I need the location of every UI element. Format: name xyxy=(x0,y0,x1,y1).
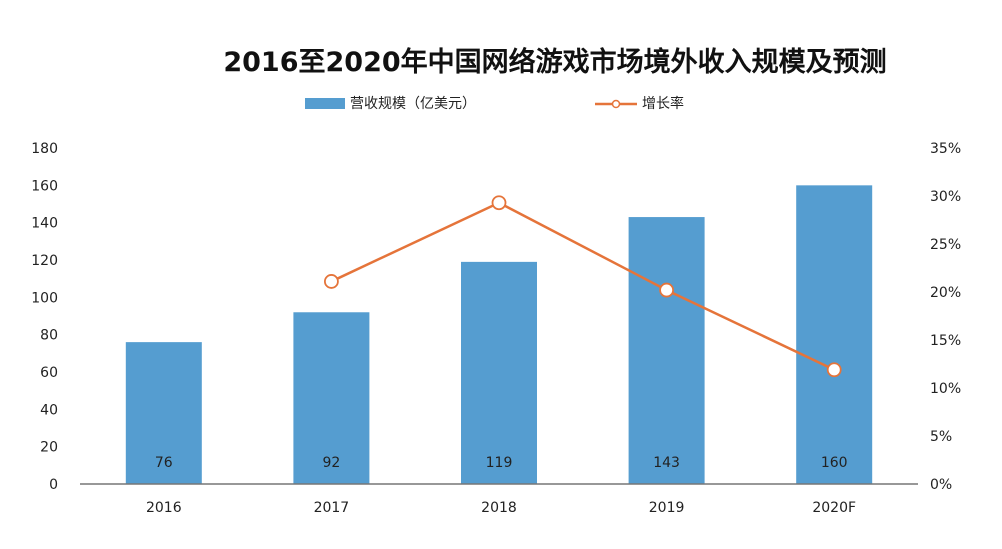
right-axis-tick-label: 30% xyxy=(930,189,961,205)
bar-data-label: 160 xyxy=(821,455,848,471)
x-axis-tick-label: 2020F xyxy=(812,500,856,516)
bar-data-label: 143 xyxy=(653,455,680,471)
x-axis-tick-label: 2017 xyxy=(314,500,350,516)
bar xyxy=(293,312,370,484)
left-axis: 0 20 40 60 80 100 120 140 160 180 xyxy=(31,141,58,493)
bar-data-label: 92 xyxy=(322,455,340,471)
growth-point xyxy=(659,282,674,298)
right-axis-tick-label: 35% xyxy=(930,141,961,157)
left-axis-tick-label: 140 xyxy=(31,216,58,232)
left-axis-tick-label: 0 xyxy=(49,477,58,493)
legend-bar-swatch xyxy=(305,98,345,109)
left-axis-tick-label: 20 xyxy=(40,440,58,456)
legend-bar-label: 营收规模（亿美元） xyxy=(350,96,476,112)
left-axis-tick-label: 80 xyxy=(40,328,58,344)
bar xyxy=(461,261,537,484)
chart-title: 2016至2020年中国网络游戏市场境外收入规模及预测 xyxy=(223,46,886,78)
bar xyxy=(628,217,705,485)
growth-line-series xyxy=(323,195,842,378)
growth-line xyxy=(330,201,835,371)
x-axis-tick-label: 2016 xyxy=(146,500,182,516)
right-axis-tick-label: 0% xyxy=(930,477,952,493)
legend-line-marker xyxy=(611,99,621,109)
bar-data-label: 76 xyxy=(155,455,173,471)
right-axis-tick-label: 25% xyxy=(930,237,961,253)
right-axis-tick-label: 10% xyxy=(930,381,961,397)
bar xyxy=(796,185,873,485)
left-axis-tick-label: 60 xyxy=(40,365,58,381)
left-axis-tick-label: 100 xyxy=(31,290,58,306)
left-axis-tick-label: 120 xyxy=(31,253,58,269)
left-axis-tick-label: 40 xyxy=(40,402,58,418)
right-axis: 0% 5% 10% 15% 20% 25% 30% 35% xyxy=(930,141,961,493)
left-axis-tick-label: 180 xyxy=(31,141,58,157)
legend-line-label: 增长率 xyxy=(642,95,684,112)
x-axis-tick-label: 2019 xyxy=(649,500,685,516)
right-axis-tick-label: 5% xyxy=(930,429,952,445)
right-axis-tick-label: 15% xyxy=(930,333,961,349)
x-axis: 2016 2017 2018 2019 2020F xyxy=(80,483,918,516)
bar-data-label: 119 xyxy=(486,455,513,471)
left-axis-tick-label: 160 xyxy=(31,178,58,194)
growth-point xyxy=(826,362,842,378)
bar xyxy=(125,342,202,484)
x-axis-tick-label: 2018 xyxy=(481,500,517,516)
bar-series: 76 92 119 143 160 xyxy=(125,185,873,485)
right-axis-tick-label: 20% xyxy=(930,285,961,301)
growth-point xyxy=(323,274,339,289)
growth-point xyxy=(491,195,507,211)
